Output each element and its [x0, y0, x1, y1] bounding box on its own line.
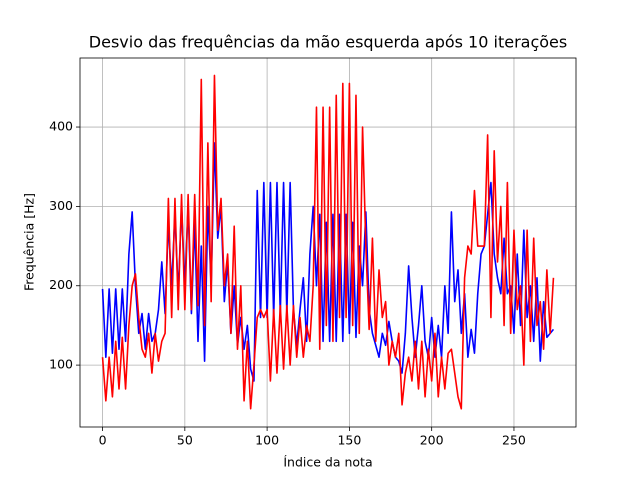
y-tick-label: 400 — [49, 119, 73, 134]
y-axis-label: Frequência [Hz] — [22, 193, 37, 291]
x-tick-label: 200 — [420, 433, 444, 448]
chart-title: Desvio das frequências da mão esquerda a… — [89, 33, 567, 52]
x-tick-label: 0 — [99, 433, 107, 448]
x-tick-label: 150 — [337, 433, 361, 448]
x-tick-label: 250 — [502, 433, 526, 448]
x-tick-label: 100 — [255, 433, 279, 448]
x-tick-label: 50 — [177, 433, 193, 448]
y-tick-label: 300 — [49, 198, 73, 213]
data-line — [101, 74, 555, 410]
plot-frame — [79, 57, 577, 428]
y-tick-label: 200 — [49, 277, 73, 292]
x-axis-label: Índice da nota — [283, 455, 372, 470]
y-tick-label: 100 — [49, 357, 73, 372]
